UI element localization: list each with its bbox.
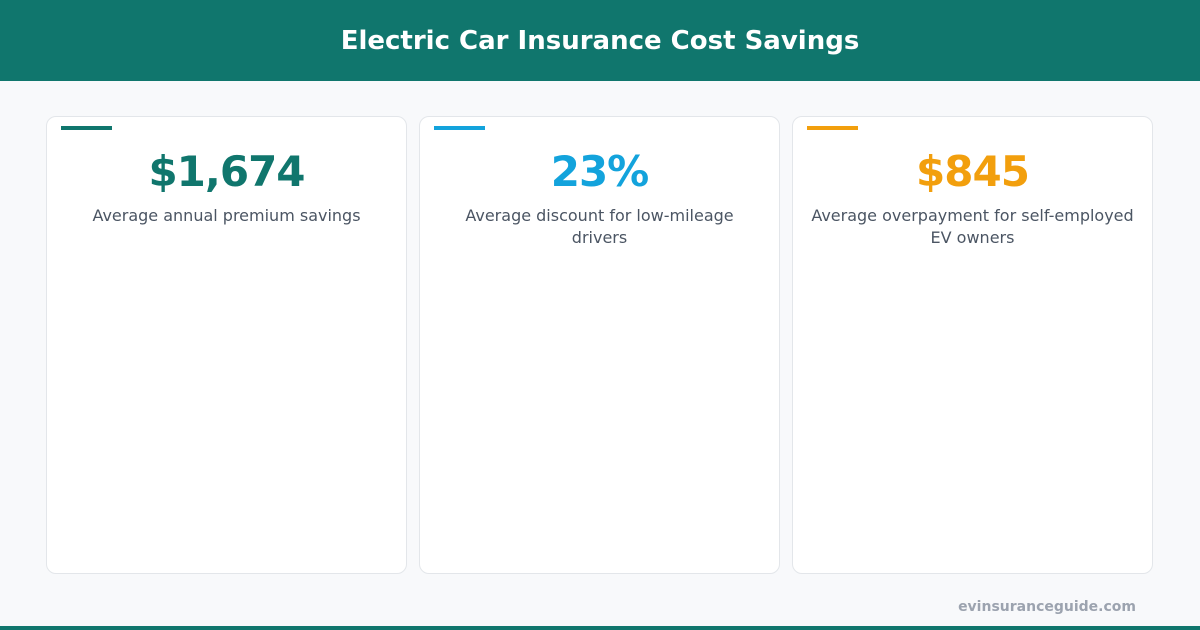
stat-card: $845 Average overpayment for self-employ… xyxy=(792,116,1153,574)
stat-value: $1,674 xyxy=(148,147,305,196)
stat-card: $1,674 Average annual premium savings xyxy=(46,116,407,574)
accent-bar xyxy=(61,126,112,130)
stat-label: Average discount for low-mileage drivers xyxy=(465,206,734,247)
stat-value: 23% xyxy=(550,147,650,196)
bottom-bar xyxy=(0,626,1200,630)
stat-value: $845 xyxy=(916,147,1030,196)
header: Electric Car Insurance Cost Savings xyxy=(0,0,1200,81)
accent-bar xyxy=(807,126,858,130)
stat-label: Average annual premium savings xyxy=(92,206,361,225)
source: evinsuranceguide.com xyxy=(958,599,1136,615)
accent-bar xyxy=(434,126,485,130)
stat-label: Average overpayment for self-employed EV… xyxy=(811,206,1134,247)
stat-card: 23% Average discount for low-mileage dri… xyxy=(419,116,780,574)
title: Electric Car Insurance Cost Savings xyxy=(340,25,860,56)
